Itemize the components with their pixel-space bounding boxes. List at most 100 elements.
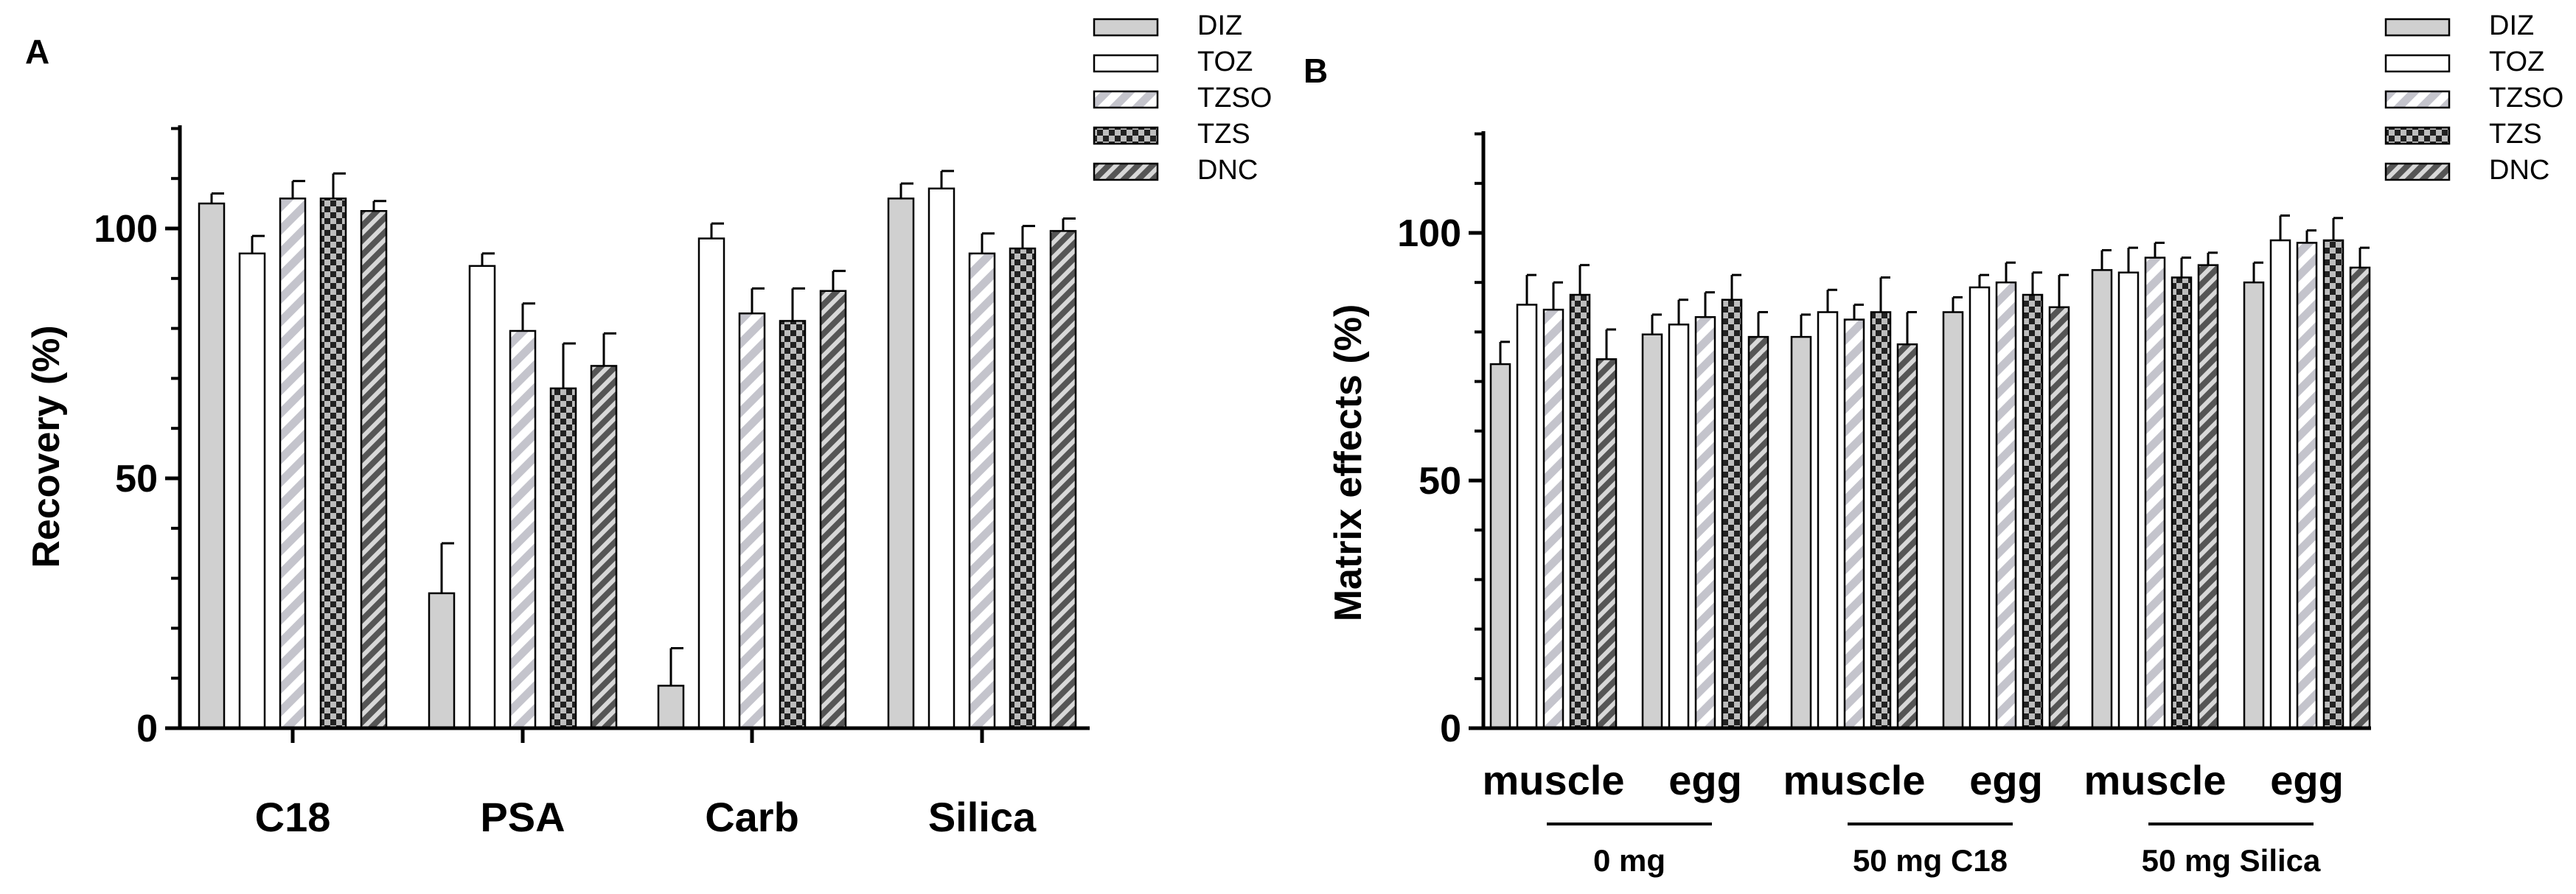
x-tick-label-egg-4: egg <box>1969 757 2043 803</box>
x-tick-label-muscle-5: muscle <box>2084 757 2227 803</box>
error-bar-tzs-4 <box>1021 225 1035 249</box>
bar-toz-muscle-5 <box>2117 271 2140 730</box>
group-label-0-mg: 0 mg <box>1593 843 1665 878</box>
bar-diz-muscle-1 <box>1489 363 1511 730</box>
error-bar-toz-4 <box>940 170 954 189</box>
error-bar-dnc-1 <box>372 200 386 212</box>
bar-tzso-silica-4 <box>968 252 996 730</box>
legend-label-toz: TOZ <box>2489 46 2544 77</box>
legend-swatch-dnc <box>2384 162 2451 181</box>
error-bar-toz-1 <box>251 234 265 254</box>
legend-swatch-diz <box>2384 18 2451 37</box>
bar-dnc-egg-4 <box>2048 306 2070 730</box>
error-bar-dnc-6 <box>2359 246 2370 268</box>
error-bar-toz-6 <box>2279 214 2290 241</box>
error-bar-tzs-1 <box>332 172 346 199</box>
x-tick-label-carb-3: Carb <box>705 794 799 840</box>
panel-b-y-axis-title: Matrix effects (%) <box>1327 304 1370 622</box>
bar-tzs-egg-2 <box>1721 298 1743 730</box>
bar-toz-egg-4 <box>1968 286 1991 730</box>
panel-b-chart: 0 50 100 muscle egg muscle egg muscle egg 0 mg 50 … <box>1397 131 2371 878</box>
legend-item-tzso: TZSO <box>2384 83 2563 114</box>
error-bar-tzso-3 <box>1853 303 1864 320</box>
error-bar-tzso-1 <box>1552 281 1563 310</box>
error-bar-tzso-6 <box>2305 229 2316 243</box>
legend-swatch-tzs <box>1093 126 1159 145</box>
bar-dnc-egg-6 <box>2349 266 2371 730</box>
bar-diz-muscle-5 <box>2091 269 2113 730</box>
group-50-mg-silica: 50 mg Silica <box>2142 823 2321 878</box>
bar-toz-silica-4 <box>927 187 955 730</box>
group-label-50-mg-silica: 50 mg Silica <box>2142 843 2321 878</box>
legend-item-dnc: DNC <box>2384 155 2549 186</box>
error-bar-diz-2 <box>440 542 454 593</box>
error-bar-tzs-3 <box>1879 276 1890 312</box>
bar-dnc-egg-2 <box>1747 335 1769 730</box>
error-bar-diz-6 <box>2252 261 2263 283</box>
bar-diz-c18-1 <box>198 202 226 730</box>
bar-dnc-muscle-1 <box>1595 358 1618 730</box>
error-bar-tzso-1 <box>291 180 305 199</box>
legend-item-toz: TOZ <box>1093 46 1253 77</box>
legend-swatch-tzso <box>1093 90 1159 109</box>
error-bar-toz-3 <box>1826 288 1837 312</box>
x-tick-label-egg-6: egg <box>2270 757 2344 803</box>
error-bar-toz-2 <box>481 252 495 266</box>
group-label-50-mg-c18: 50 mg C18 <box>1853 843 2008 878</box>
error-bar-tzs-6 <box>2332 217 2343 241</box>
bar-dnc-muscle-3 <box>1896 343 1918 730</box>
legend-item-tzso: TZSO <box>1093 83 1272 114</box>
bar-toz-psa-2 <box>468 265 496 730</box>
error-bar-tzso-2 <box>521 302 535 331</box>
error-bar-tzs-3 <box>791 287 805 321</box>
error-bar-dnc-3 <box>1906 311 1917 345</box>
error-bar-dnc-5 <box>2207 251 2218 265</box>
bar-tzso-egg-6 <box>2296 242 2318 730</box>
error-bar-diz-1 <box>1499 341 1510 365</box>
panel-a-legend: DIZ TOZ TZSO TZS DNC <box>1093 10 1272 186</box>
bar-toz-muscle-3 <box>1817 311 1839 730</box>
legend-label-tzs: TZS <box>2489 119 2542 150</box>
bar-tzso-egg-2 <box>1694 315 1716 730</box>
bar-toz-carb-3 <box>697 237 725 730</box>
bar-toz-egg-2 <box>1668 324 1690 730</box>
legend-item-tzs: TZS <box>2384 119 2542 150</box>
y-tick-label-100: 100 <box>94 208 158 251</box>
y-tick-label-0: 0 <box>136 708 158 750</box>
error-bar-dnc-3 <box>832 270 846 291</box>
bar-tzso-egg-4 <box>1995 281 2017 730</box>
legend-label-tzso: TZSO <box>1197 83 1272 114</box>
legend-label-dnc: DNC <box>2489 155 2549 186</box>
panel-b-legend: DIZ TOZ TZSO TZS DNC <box>2384 10 2563 186</box>
error-bar-diz-3 <box>1800 313 1811 338</box>
bar-toz-egg-6 <box>2269 239 2291 730</box>
legend-label-toz: TOZ <box>1197 46 1253 77</box>
bar-toz-muscle-1 <box>1516 304 1538 730</box>
bar-tzs-egg-4 <box>2022 293 2044 730</box>
bar-diz-egg-4 <box>1942 311 1964 730</box>
error-bar-tzso-2 <box>1704 291 1715 318</box>
bar-dnc-silica-4 <box>1049 230 1077 730</box>
error-bar-tzso-3 <box>751 287 765 314</box>
legend-swatch-toz <box>2384 54 2451 73</box>
legend-swatch-tzs <box>2384 126 2451 145</box>
bar-tzs-psa-2 <box>549 387 577 730</box>
legend-swatch-diz <box>1093 18 1159 37</box>
panel-a-y-axis-title: Recovery (%) <box>25 325 68 568</box>
legend-item-toz: TOZ <box>2384 46 2544 77</box>
bar-diz-muscle-3 <box>1790 335 1812 730</box>
panel-a-chart: 0 50 100 C18 PSA Carb Silica <box>94 125 1090 840</box>
legend-label-tzso: TZSO <box>2489 83 2563 114</box>
panel-a-letter: A <box>25 32 49 71</box>
error-bar-tzs-4 <box>2031 271 2042 295</box>
error-bar-dnc-1 <box>1605 328 1616 360</box>
error-bar-toz-3 <box>710 222 724 239</box>
x-tick-label-muscle-3: muscle <box>1783 757 1926 803</box>
bar-tzso-muscle-1 <box>1542 308 1564 730</box>
error-bar-toz-5 <box>2127 246 2138 273</box>
legend-item-tzs: TZS <box>1093 119 1250 150</box>
legend-swatch-toz <box>1093 54 1159 73</box>
y-tick-label-100: 100 <box>1397 212 1461 255</box>
bar-diz-silica-4 <box>887 198 915 730</box>
